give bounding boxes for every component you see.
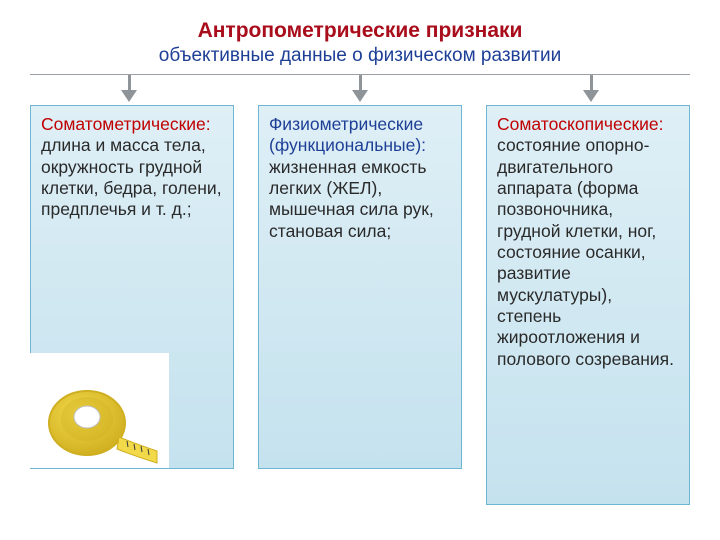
category-card: Соматометрические: длина и масса тела, о… bbox=[30, 105, 234, 469]
measuring-tape-icon bbox=[39, 371, 159, 466]
category-term: Соматоскопические: bbox=[497, 114, 664, 134]
arrow-head bbox=[352, 90, 368, 102]
slide-title: Антропометрические признаки bbox=[0, 0, 720, 44]
tape-image-box bbox=[19, 353, 169, 468]
columns-row: Соматометрические: длина и масса тела, о… bbox=[0, 105, 720, 505]
category-term: Физиометрические (функциональные): bbox=[269, 114, 426, 155]
arrow-head bbox=[583, 90, 599, 102]
category-term: Соматометрические: bbox=[41, 114, 211, 134]
category-body: длина и масса тела, окружность грудной к… bbox=[41, 135, 222, 219]
slide-subtitle: объективные данные о физическом развитии bbox=[0, 44, 720, 68]
arrows-row bbox=[30, 75, 690, 105]
slide: Антропометрические признаки объективные … bbox=[0, 0, 720, 540]
category-body: состояние опорно-двигательного аппарата … bbox=[497, 135, 674, 368]
arrow-head bbox=[121, 90, 137, 102]
category-body: жизненная емкость легких (ЖЕЛ), мышечная… bbox=[269, 157, 434, 241]
category-card: Физиометрические (функциональные): жизне… bbox=[258, 105, 462, 469]
category-card: Соматоскопические: состояние опорно-двиг… bbox=[486, 105, 690, 505]
